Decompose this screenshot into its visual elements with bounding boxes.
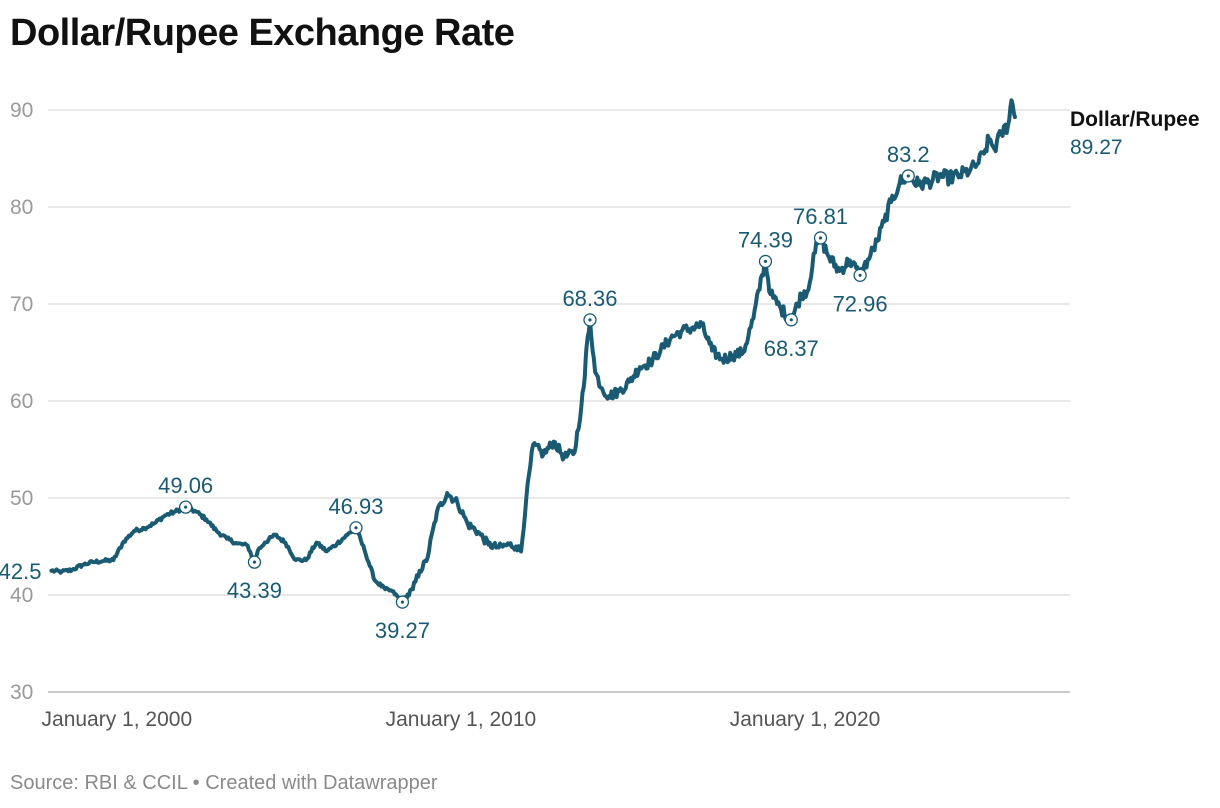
y-tick-label: 60 <box>10 390 33 413</box>
annotation-marker-dot <box>354 526 358 530</box>
annotation-marker-dot <box>818 236 823 240</box>
annotation-markers <box>178 169 915 609</box>
source-credit: Source: RBI & CCIL • Created with Datawr… <box>10 772 438 794</box>
annotation-label: 83.2 <box>887 142 930 167</box>
x-tick-label: January 1, 2010 <box>386 708 537 731</box>
legend-series-name: Dollar/Rupee <box>1070 108 1200 131</box>
y-axis-ticks: 30 40 50 60 70 80 90 <box>10 99 33 704</box>
y-tick-label: 50 <box>10 487 33 510</box>
annotation-label: 42.5 <box>0 559 41 584</box>
y-tick-label: 80 <box>10 196 33 219</box>
y-tick-label: 90 <box>10 99 33 122</box>
series-line-dollar-rupee <box>49 98 1017 605</box>
annotation-marker-dot <box>858 273 862 277</box>
annotation-label: 43.39 <box>227 578 282 603</box>
gridlines <box>48 109 1070 693</box>
annotation-label: 39.27 <box>375 618 430 643</box>
annotation-marker-dot <box>789 318 793 322</box>
annotation-marker-dot <box>252 560 257 564</box>
series-legend: Dollar/Rupee 89.27 <box>1070 108 1200 159</box>
annotation-marker-dot <box>184 505 188 509</box>
annotation-label: 49.06 <box>158 473 213 498</box>
annotation-marker-dot <box>763 259 768 264</box>
x-tick-label: January 1, 2020 <box>730 708 881 731</box>
annotation-label: 74.39 <box>738 227 793 252</box>
annotation-marker-dot <box>906 174 910 178</box>
y-tick-label: 40 <box>10 584 33 607</box>
annotation-marker-dot <box>400 600 405 604</box>
legend-last-value: 89.27 <box>1070 136 1123 159</box>
chart-title: Dollar/Rupee Exchange Rate <box>10 12 515 54</box>
y-tick-label: 30 <box>10 681 33 704</box>
annotation-label: 68.37 <box>764 336 819 361</box>
annotation-label: 76.81 <box>793 204 848 229</box>
y-tick-label: 70 <box>10 293 33 316</box>
annotation-labels: 42.5 49.06 43.39 46.93 39.27 68.36 74.39 68.37 7… <box>0 142 930 643</box>
x-tick-label: January 1, 2000 <box>42 708 193 731</box>
annotation-label: 46.93 <box>328 494 383 519</box>
annotation-marker-dot <box>588 318 592 322</box>
series-layer <box>49 98 1017 605</box>
x-axis-ticks: January 1, 2000 January 1, 2010 January 1,… <box>42 708 881 731</box>
annotation-label: 72.96 <box>833 291 888 316</box>
annotation-label: 68.36 <box>562 286 617 311</box>
